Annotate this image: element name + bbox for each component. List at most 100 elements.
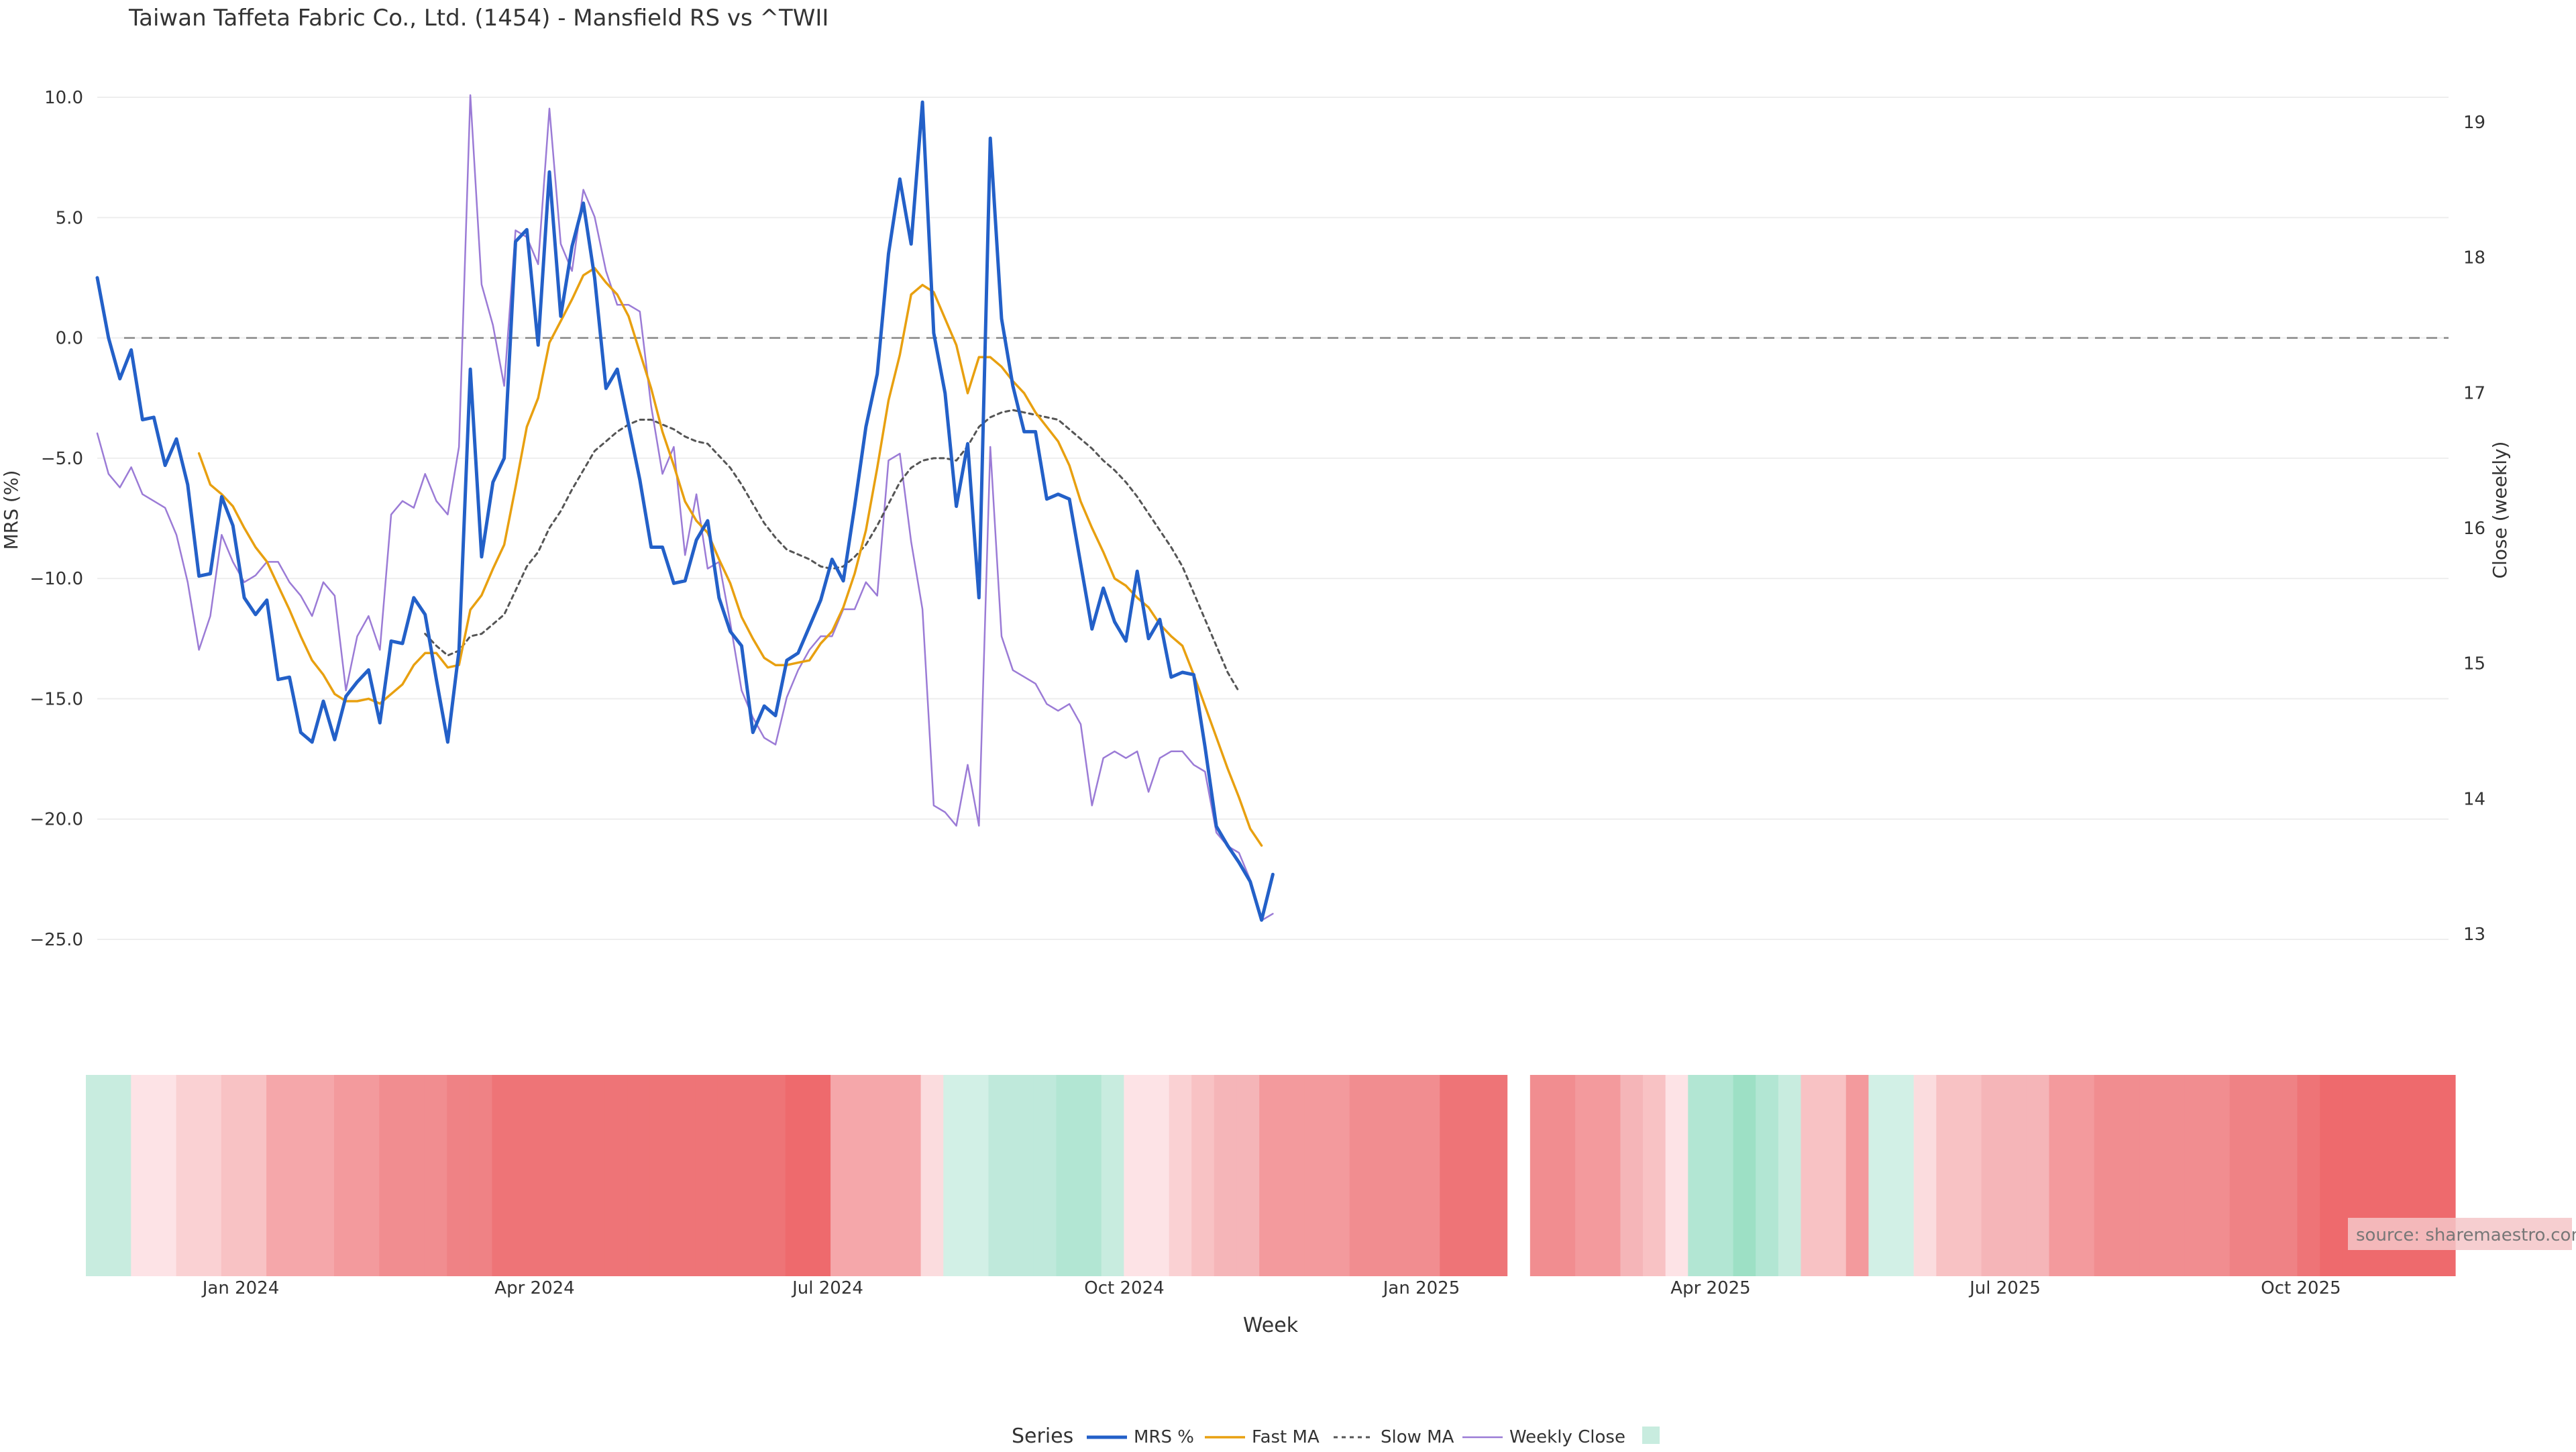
heatmap-cell <box>2206 1075 2231 1276</box>
heatmap-cell <box>131 1075 154 1276</box>
x-tick-label: Jan 2024 <box>201 1278 280 1298</box>
x-tick-label: Oct 2024 <box>1084 1278 1164 1298</box>
y-left-tick-label: 10.0 <box>44 88 83 108</box>
heatmap-cell <box>1327 1075 1350 1276</box>
heatmap-cell <box>1462 1075 1486 1276</box>
heatmap-cell <box>537 1075 560 1276</box>
legend-item-label: MRS % <box>1134 1427 1194 1447</box>
heatmap-cell <box>1823 1075 1847 1276</box>
heatmap-cell <box>695 1075 718 1276</box>
heatmap-cell <box>740 1075 763 1276</box>
heatmap-cell <box>1913 1075 1937 1276</box>
heatmap-cell <box>401 1075 425 1276</box>
heatmap-cell <box>221 1075 245 1276</box>
heatmap-cell <box>1733 1075 1756 1276</box>
heatmap-cell <box>2184 1075 2208 1276</box>
heatmap-cell <box>853 1075 876 1276</box>
heatmap-cell <box>311 1075 335 1276</box>
heatmap-cell <box>717 1075 741 1276</box>
heatmap-cell <box>1101 1075 1124 1276</box>
legend-title: Series <box>1012 1424 1073 1448</box>
heatmap-cell <box>2274 1075 2298 1276</box>
heatmap-cell <box>649 1075 674 1276</box>
series-line-weekly-close <box>96 94 1274 922</box>
heatmap-cell <box>1643 1075 1666 1276</box>
heatmap-cell <box>965 1075 989 1276</box>
heatmap-cell <box>763 1075 786 1276</box>
heatmap-cell <box>1891 1075 1915 1276</box>
heatmap-cell <box>2072 1075 2095 1276</box>
y-right-tick-label: 14 <box>2463 789 2485 809</box>
y-right-tick-label: 15 <box>2463 654 2485 674</box>
heatmap-cell <box>559 1075 583 1276</box>
x-tick-label: Jan 2025 <box>1382 1278 1460 1298</box>
heatmap-cell <box>1395 1075 1418 1276</box>
series-line-slow-ma <box>424 409 1240 693</box>
y-axis-left: 10.0 5.0 0.0 −5.0 −10.0 −15.0 −20.0 −25.0 <box>30 88 83 950</box>
heatmap-cell <box>1936 1075 1960 1276</box>
heatmap-cell <box>2094 1075 2118 1276</box>
x-tick-label: Jul 2025 <box>1968 1278 2041 1298</box>
heatmap-cell <box>2161 1075 2185 1276</box>
y-right-tick-label: 19 <box>2463 113 2485 133</box>
heatmap-cell <box>424 1075 447 1276</box>
x-axis-label: Week <box>1243 1314 1299 1337</box>
heatmap-cell <box>1529 1075 1554 1276</box>
heatmap-cell <box>2320 1075 2343 1276</box>
y-left-tick-label: −5.0 <box>41 449 83 469</box>
heatmap-cell <box>1778 1075 1802 1276</box>
heatmap-cell <box>604 1075 628 1276</box>
legend: Series MRS % Fast MA Slow MA Weekly Close <box>1012 1424 1660 1448</box>
heatmap-cell <box>1259 1075 1283 1276</box>
heatmap-cell <box>1620 1075 1644 1276</box>
legend-item-label: Fast MA <box>1252 1427 1320 1447</box>
y-axis-right: 19 18 17 16 15 14 13 <box>2463 113 2485 945</box>
source-badge-background <box>2348 1218 2572 1250</box>
heatmap-cell <box>108 1075 131 1276</box>
heatmap-cell <box>988 1075 1012 1276</box>
series-lines <box>95 94 1275 922</box>
heatmap-cell <box>1575 1075 1599 1276</box>
heatmap-cell <box>1552 1075 1576 1276</box>
heatmap-cell <box>1981 1075 2004 1276</box>
legend-item-label: Weekly Close <box>1509 1427 1625 1447</box>
heatmap-cell <box>2297 1075 2320 1276</box>
heatmap-cell <box>808 1075 831 1276</box>
x-tick-label: Oct 2025 <box>2261 1278 2341 1298</box>
x-tick-label: Jul 2024 <box>791 1278 863 1298</box>
heatmap-cell <box>1801 1075 1824 1276</box>
heatmap-cell <box>1597 1075 1621 1276</box>
heatmap-cell <box>2229 1075 2253 1276</box>
heatmap-cell <box>1710 1075 1734 1276</box>
heatmap-cell <box>153 1075 177 1276</box>
y-left-tick-label: −10.0 <box>30 569 83 589</box>
heatmap-cell <box>1868 1075 1892 1276</box>
heatmap-cell <box>830 1075 854 1276</box>
heatmap-cell <box>1169 1075 1192 1276</box>
heatmap-cell <box>334 1075 358 1276</box>
heatmap-cell <box>1845 1075 1870 1276</box>
source-label: source: sharemaestro.com <box>2356 1225 2576 1245</box>
heatmap-cell <box>785 1075 809 1276</box>
heatmap-cell <box>515 1075 538 1276</box>
y-right-tick-label: 17 <box>2463 383 2485 403</box>
heatmap-cell <box>379 1075 402 1276</box>
heatmap-cell <box>920 1075 944 1276</box>
y-left-tick-label: 0.0 <box>56 329 83 349</box>
heatmap-cell <box>288 1075 312 1276</box>
heatmap-cell <box>582 1075 606 1276</box>
x-tick-label: Apr 2025 <box>1670 1278 1750 1298</box>
heatmap-cell <box>1417 1075 1440 1276</box>
heatmap-cell <box>1440 1075 1463 1276</box>
heatmap-cell <box>1281 1075 1305 1276</box>
x-tick-label: Apr 2024 <box>494 1278 574 1298</box>
chart-title: Taiwan Taffeta Fabric Co., Ltd. (1454) -… <box>128 5 828 32</box>
heatmap-cell <box>1507 1075 1531 1276</box>
heatmap-cell <box>943 1075 967 1276</box>
series-line-mrs <box>95 100 1275 922</box>
y-right-tick-label: 18 <box>2463 248 2485 268</box>
y-axis-right-label: Close (weekly) <box>2489 442 2511 579</box>
heatmap-cell <box>627 1075 651 1276</box>
heatmap-cell <box>1688 1075 1711 1276</box>
